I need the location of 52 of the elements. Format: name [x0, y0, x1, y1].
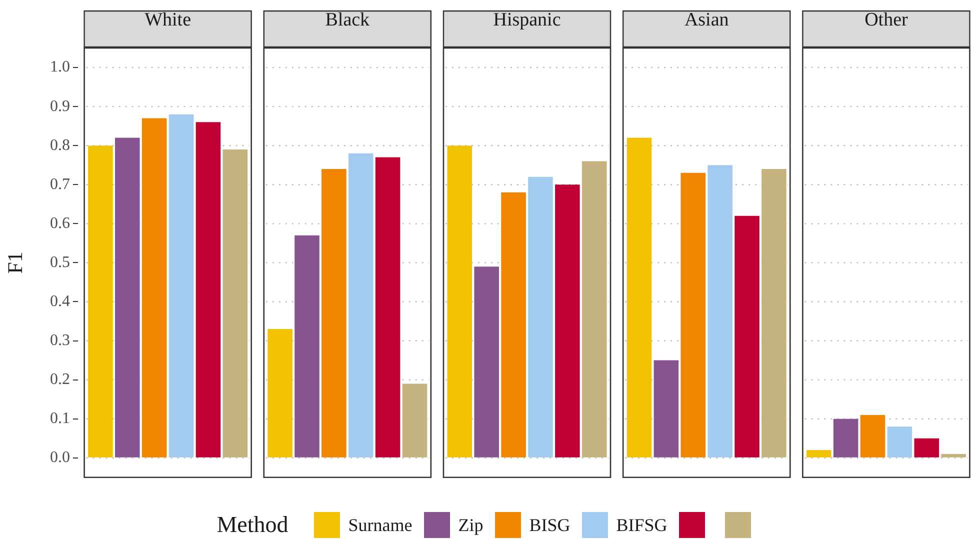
x-tick-label: White: [144, 10, 192, 31]
x-tick-label: Other: [864, 10, 908, 31]
bar: [322, 169, 346, 458]
bar: [582, 161, 607, 458]
y-tick-label: 0.1: [50, 410, 70, 428]
bar: [348, 153, 374, 458]
bar: [402, 384, 428, 458]
y-tick-label: 0.4: [50, 292, 70, 310]
legend-label: BISG: [529, 514, 570, 536]
bar: [196, 122, 221, 458]
y-tick-label: 0.6: [50, 214, 70, 232]
bar: [474, 266, 499, 458]
bar: [528, 176, 553, 458]
bar: [626, 138, 652, 458]
x-tick-label: Asian: [684, 10, 730, 31]
bar: [941, 454, 966, 458]
y-tick-label: 0.7: [50, 176, 70, 193]
bar: [501, 192, 526, 458]
bar: [294, 235, 320, 458]
x-tick-label: Black: [325, 10, 370, 31]
legend-title: Method: [216, 512, 288, 538]
bar: [142, 118, 167, 458]
bar: [168, 114, 194, 458]
legend-label: BIFSG: [616, 514, 668, 536]
y-tick-label: 1.0: [50, 58, 70, 76]
bar: [447, 146, 472, 458]
bar: [555, 184, 580, 458]
bar: [734, 216, 760, 458]
bar: [914, 438, 940, 458]
bar: [115, 138, 140, 458]
bar: [375, 157, 400, 458]
bar: [680, 172, 706, 458]
y-tick-label: 0.3: [50, 332, 70, 349]
bar: [268, 329, 292, 458]
bar: [806, 450, 832, 458]
bar: [833, 418, 858, 458]
y-tick-label: 0.8: [50, 136, 70, 154]
bar: [654, 360, 679, 458]
y-tick-label: 0.0: [50, 449, 70, 466]
x-tick-label: Hispanic: [493, 10, 561, 31]
y-tick-label: 0.5: [50, 254, 70, 271]
y-tick-label: 0.9: [50, 98, 70, 115]
bar: [887, 426, 912, 458]
bar: [762, 169, 786, 458]
y-tick-label: 0.2: [50, 371, 70, 388]
legend-label: Surname: [348, 514, 412, 536]
legend-label: Zip: [458, 514, 484, 536]
y-axis-title: F1: [3, 252, 28, 274]
bar: [88, 146, 113, 458]
bar: [708, 165, 732, 458]
bar: [222, 149, 248, 458]
bar: [860, 414, 886, 458]
